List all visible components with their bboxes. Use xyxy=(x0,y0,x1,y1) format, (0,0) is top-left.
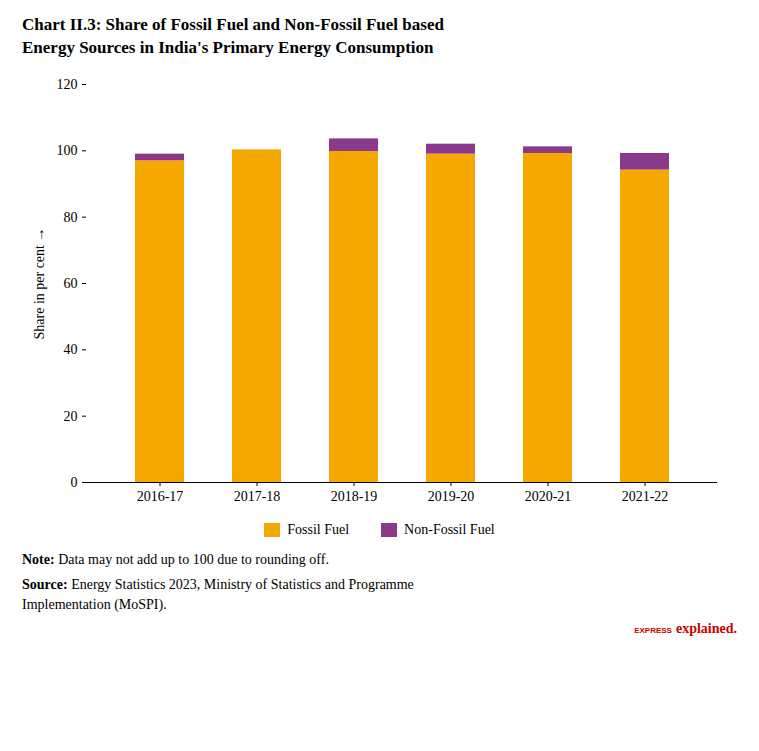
html-text:Source: Energy Statistics 2023: Source: Energy Statistics 2023, Ministry… xyxy=(22,577,414,613)
svg-text:Share in per cent →: Share in per cent → xyxy=(32,227,47,339)
svg-text:80: 80 xyxy=(64,210,78,225)
svg-text:2019-20: 2019-20 xyxy=(428,489,475,504)
svg-text:120: 120 xyxy=(57,77,78,92)
html-text:Fossil Fuel: Fossil Fuel xyxy=(287,521,350,537)
html-text:EXPRESS explained.: EXPRESS explained. xyxy=(634,620,737,636)
svg-text:40: 40 xyxy=(64,342,78,357)
html-text:Non-Fossil Fuel: Non-Fossil Fuel xyxy=(404,521,495,537)
svg-text:0: 0 xyxy=(71,475,78,490)
svg-text:2017-18: 2017-18 xyxy=(234,489,281,504)
html-text:Note: Data may not add up to 1: Note: Data may not add up to 100 due to … xyxy=(22,551,329,567)
svg-text:2021-22: 2021-22 xyxy=(622,489,669,504)
svg-text:60: 60 xyxy=(64,276,78,291)
svg-text:2018-19: 2018-19 xyxy=(331,489,378,504)
svg-text:2016-17: 2016-17 xyxy=(137,489,184,504)
svg-text:2020-21: 2020-21 xyxy=(525,489,572,504)
svg-text:100: 100 xyxy=(57,143,78,158)
svg-text:20: 20 xyxy=(64,409,78,424)
html-text:Chart II.3: Share of Fossil Fu: Chart II.3: Share of Fossil Fuel and Non… xyxy=(22,15,444,57)
